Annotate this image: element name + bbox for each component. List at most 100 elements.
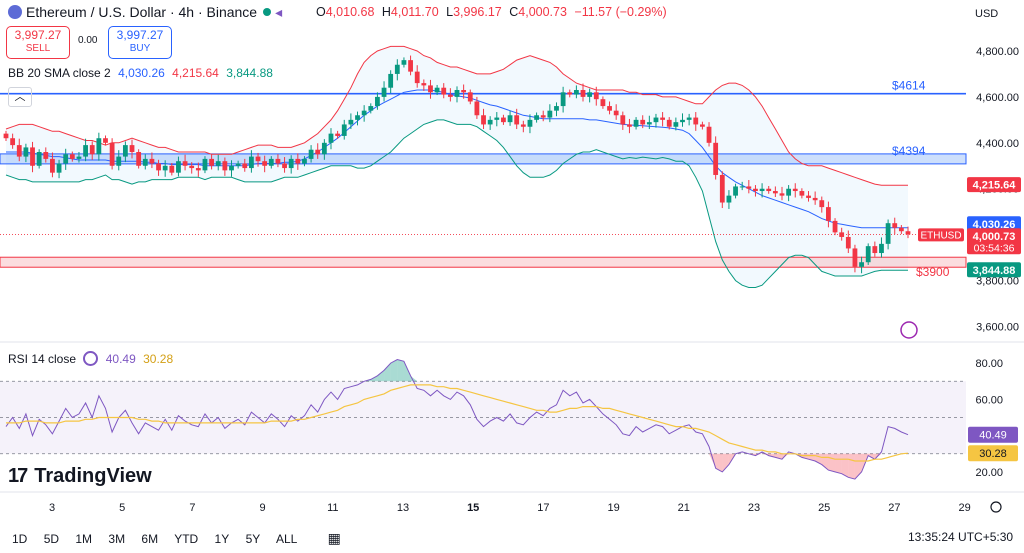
ohlc-readout: O4,010.68 H4,011.70 L3,996.17 C4,000.73 … [316,5,671,19]
candle-body [195,168,201,171]
settings-icon [990,501,1002,513]
candle-body [660,117,666,120]
candle-body [753,188,758,192]
candle-body [872,246,878,254]
bb-upper-value: 4,215.64 [172,66,219,80]
currency-selector[interactable]: USD [975,8,999,20]
candle-body [507,115,513,123]
rsi-legend[interactable]: RSI 14 close 40.49 30.28 [8,351,173,366]
price-tick-label: 4,400.00 [976,138,1019,150]
rsi-name: RSI 14 close [8,352,77,366]
buy-price: 3,997.27 [116,28,164,42]
rsi-settings-icon[interactable] [83,351,99,366]
tradingview-logo[interactable]: 17 TradingView [8,465,152,488]
candle [169,163,175,176]
symbol-tag: ETHUSD [920,230,961,241]
period-ytd[interactable]: YTD [174,532,199,546]
candle-body [719,174,725,203]
symbol-title[interactable]: Ethereum / U.S. Dollar · 4h · Binance ◂ [8,4,282,21]
candle-body [859,262,864,267]
bb-basis-price-tag-bg [967,216,1021,232]
period-5y[interactable]: 5Y [245,532,261,546]
candle [408,55,413,76]
candle [454,86,460,103]
candle-body [653,117,659,123]
candle-body [69,154,75,159]
collapse-legend-button[interactable]: ︿ [8,87,32,107]
candle-body [16,145,22,157]
last-price-tag-countdown: 03:54:36 [974,242,1015,254]
candle [109,138,115,170]
candle [753,185,758,197]
candle [892,217,898,235]
candle [540,110,546,122]
candle [63,148,69,170]
candle-body [461,90,467,93]
candle-body [746,186,752,189]
period-1m[interactable]: 1M [75,532,93,546]
sell-price: 3,997.27 [14,28,62,42]
candle [421,79,427,91]
rsi-oversold-fill [722,453,729,472]
level-label-4330: $4394 [892,144,926,158]
price-tick-label: 3,800.00 [976,276,1019,288]
period-all[interactable]: ALL [275,532,298,546]
candle [826,201,831,228]
candle [713,136,719,180]
candle-body [129,145,135,152]
candle [288,155,294,174]
period-1d[interactable]: 1D [12,532,28,546]
candle-body [520,124,526,127]
candle-body [607,106,612,111]
candle-body [388,73,394,88]
candle-body [268,158,274,166]
candle [514,108,520,130]
time-tick-label: 25 [818,502,830,514]
candle-body [852,248,858,267]
candle-body [806,195,811,198]
period-6m[interactable]: 6M [141,532,159,546]
share-icon[interactable]: ◂ [275,4,283,20]
rsi-tick-label: 60.00 [975,394,1003,406]
candle-body [845,236,851,249]
candle [772,186,778,198]
candle [388,70,394,94]
candle [202,156,208,174]
candle-body [63,154,69,164]
candle-body [215,161,221,166]
candle-body [328,133,334,143]
bb-lower-price-tag: 3,844.88 [973,265,1016,277]
candle [633,117,639,130]
candle-body [759,188,765,192]
candle [905,226,911,239]
change-value: −11.57 (−0.29%) [574,5,667,19]
candle [361,105,367,122]
candle [10,133,16,149]
candle [573,85,579,99]
candle-body [620,115,626,125]
rsi-value-tag: 40.49 [979,430,1007,442]
candle-body [136,152,142,166]
candle-body [414,71,420,84]
open-value: 4,010.68 [325,5,375,19]
candle [308,145,314,163]
candle [593,86,599,106]
period-1y[interactable]: 1Y [214,532,230,546]
sell-button[interactable]: 3,997.27 SELL [6,26,70,59]
period-5d[interactable]: 5D [43,532,60,546]
clock-readout[interactable]: 13:35:24 UTC+5:30 [908,530,1014,544]
candle-body [335,133,341,136]
candle-body [381,87,387,97]
candle-body [43,152,49,159]
bb-legend[interactable]: BB 20 SMA close 2 4,030.26 4,215.64 3,84… [8,66,273,80]
rsi-oversold-fill [848,453,855,480]
buy-button[interactable]: 3,997.27 BUY [108,26,172,59]
candle [547,104,553,123]
candle [872,241,878,257]
date-range-calendar-icon[interactable]: ▦ [327,530,341,546]
period-3m[interactable]: 3M [108,532,126,546]
candle [620,111,626,130]
candle [461,84,467,99]
candle-body [275,158,281,164]
